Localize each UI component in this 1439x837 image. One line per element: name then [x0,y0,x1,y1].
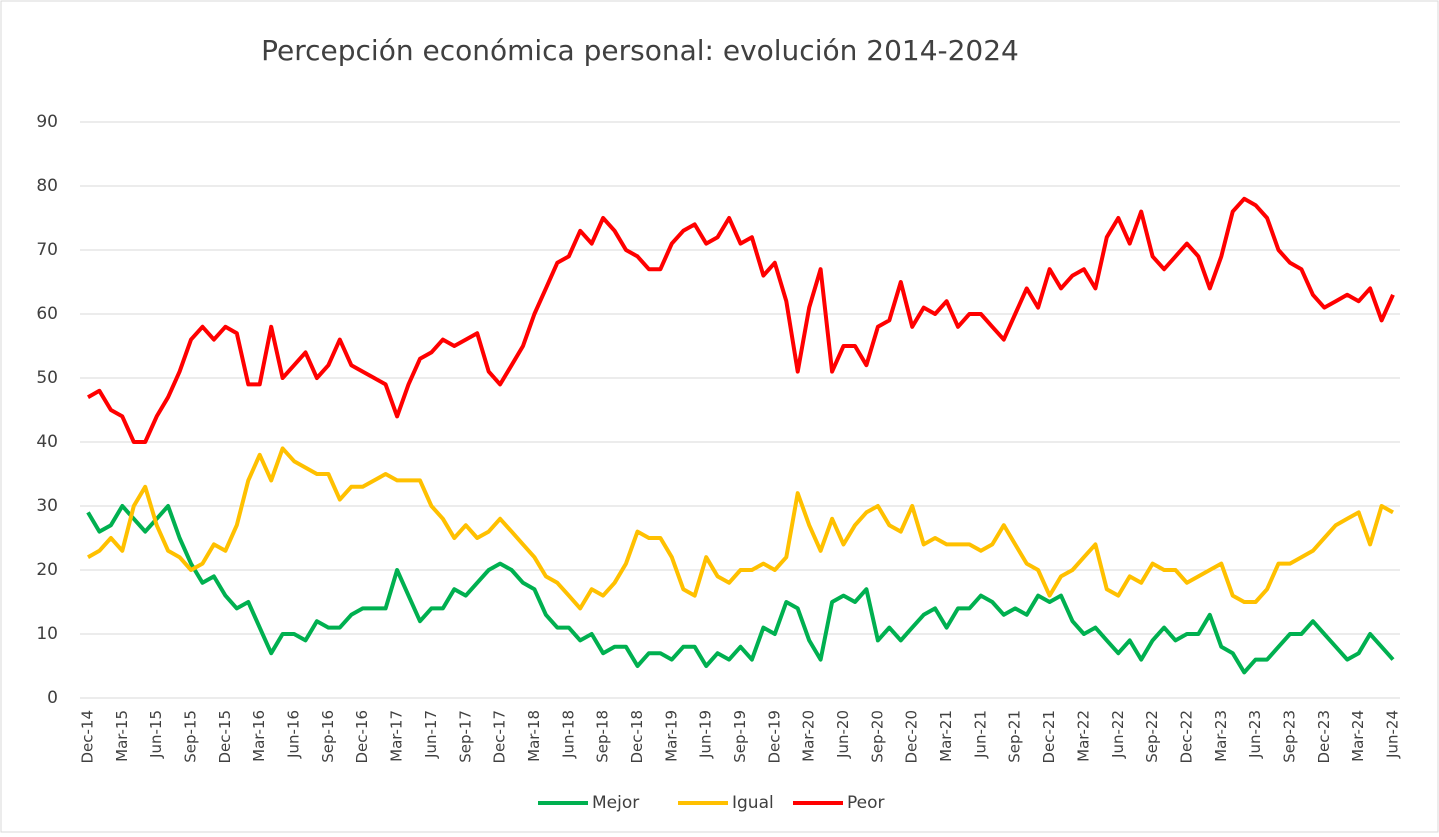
x-tick-label: Sep-19 [731,710,749,763]
x-tick-label: Mar-23 [1212,710,1230,762]
y-tick-label: 20 [36,560,58,580]
y-tick-label: 90 [36,112,58,132]
x-tick-label: Jun-16 [285,710,303,759]
legend-label: Mejor [592,793,639,813]
y-tick-label: 30 [36,496,58,516]
x-tick-label: Mar-18 [525,710,543,762]
series-line [87,446,1394,611]
x-tick-label: Dec-20 [903,710,921,764]
x-tick-label: Dec-15 [216,710,234,764]
x-tick-label: Sep-23 [1280,710,1298,763]
x-tick-label: Sep-21 [1006,710,1024,763]
x-tick-label: Dec-16 [353,710,371,764]
x-tick-label: Mar-16 [250,710,268,762]
x-tick-label: Mar-19 [662,710,680,762]
x-tick-label: Jun-17 [422,710,440,759]
legend-label: Igual [732,793,774,813]
y-tick-label: 50 [36,368,58,388]
x-tick-label: Sep-17 [456,710,474,763]
y-tick-label: 80 [36,176,58,196]
y-tick-label: 40 [36,432,58,452]
x-tick-label: Sep-15 [182,710,200,763]
x-tick-label: Sep-20 [868,710,886,763]
x-tick-label: Mar-20 [800,710,818,762]
series-line [86,504,1395,675]
x-tick-label: Dec-22 [1177,710,1195,764]
x-tick-label: Jun-20 [834,710,852,759]
y-tick-label: 60 [36,304,58,324]
chart-title: Percepción económica personal: evolución… [261,34,1019,67]
legend-label: Peor [847,793,885,813]
x-tick-label: Jun-15 [147,710,165,759]
x-tick-label: Jun-18 [559,710,577,759]
x-tick-label: Jun-22 [1109,710,1127,759]
x-tick-label: Mar-17 [388,710,406,762]
x-tick-label: Sep-22 [1143,710,1161,763]
x-tick-label: Dec-21 [1040,710,1058,764]
x-tick-label: Dec-14 [79,710,97,764]
x-tick-label: Jun-21 [971,710,989,759]
y-tick-label: 0 [47,688,58,708]
y-tick-label: 10 [36,624,58,644]
x-tick-label: Sep-18 [594,710,612,763]
x-tick-label: Mar-15 [113,710,131,762]
x-tick-label: Dec-17 [491,710,509,764]
x-tick-label: Jun-24 [1384,710,1402,759]
x-tick-label: Dec-19 [765,710,783,764]
x-tick-label: Jun-23 [1246,710,1264,759]
x-tick-label: Dec-18 [628,710,646,764]
x-tick-label: Mar-24 [1349,710,1367,762]
series-line [87,196,1395,444]
x-tick-label: Sep-16 [319,710,337,763]
x-tick-label: Jun-19 [697,710,715,759]
x-tick-label: Mar-21 [937,710,955,762]
x-tick-label: Mar-22 [1074,710,1092,762]
x-tick-label: Dec-23 [1315,710,1333,764]
y-tick-label: 70 [36,240,58,260]
